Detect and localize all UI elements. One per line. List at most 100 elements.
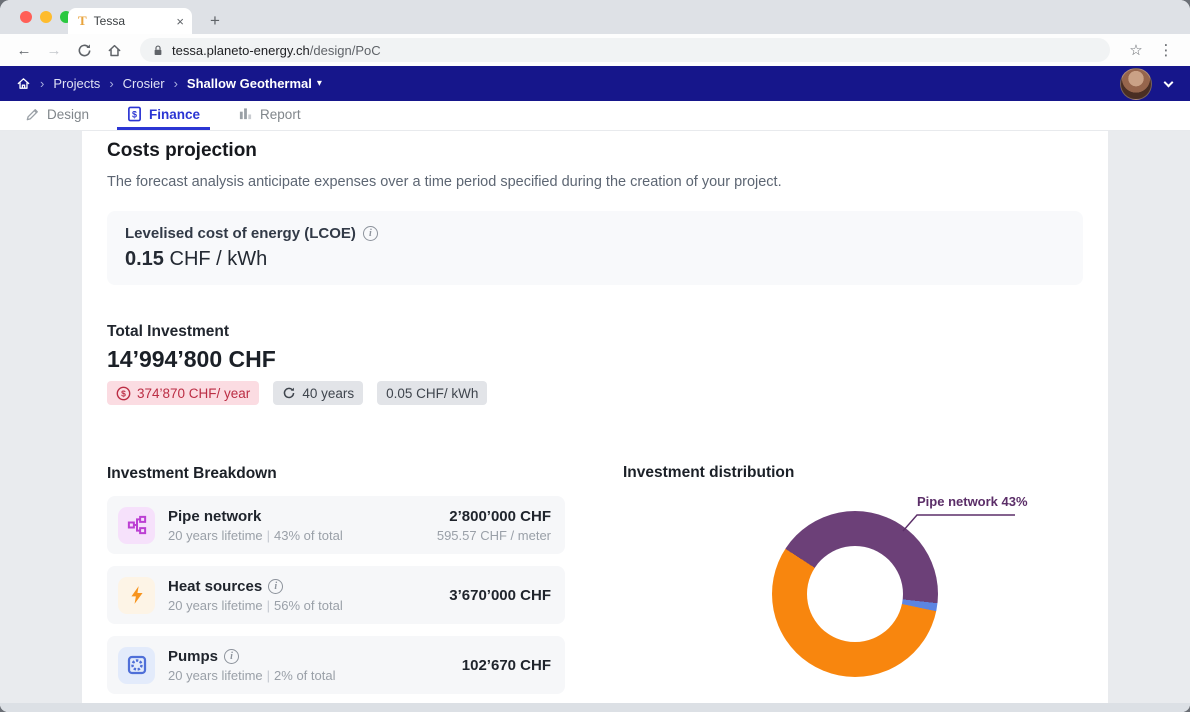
item-name: Pipe network (168, 507, 262, 525)
info-icon[interactable]: i (224, 648, 240, 664)
distribution-title: Investment distribution (623, 464, 795, 481)
info-icon[interactable]: i (362, 226, 378, 241)
network-icon (118, 506, 155, 544)
breadcrumb-current-project[interactable]: Shallow Geothermal ▾ (187, 76, 322, 91)
browser-tabstrip: T Tessa × + (0, 0, 1190, 34)
donut-chart (772, 511, 938, 677)
item-separator: | (266, 597, 271, 613)
browser-toolbar: ← → tessa.planeto-energy.ch/design/PoC ☆… (0, 34, 1190, 66)
item-secondary-amount: 595.57 CHF / meter (436, 527, 551, 543)
annotation-leader-line (902, 514, 1015, 532)
address-bar[interactable]: tessa.planeto-energy.ch/design/PoC (140, 38, 1110, 62)
total-investment-amount: 14’994’800 CHF (107, 346, 276, 372)
item-share: 2% of total (274, 667, 336, 683)
svg-text:$: $ (121, 388, 126, 398)
account-chevron-down-icon[interactable] (1163, 77, 1174, 87)
avatar[interactable] (1120, 67, 1152, 100)
page-subtitle: The forecast analysis anticipate expense… (107, 174, 782, 190)
tab-design[interactable]: Design (15, 101, 99, 130)
url-text: tessa.planeto-energy.ch/design/PoC (172, 43, 381, 58)
item-amount: 102’670 CHF (461, 656, 551, 674)
svg-text:$: $ (132, 109, 137, 119)
finance-doc-icon: $ (128, 106, 141, 122)
item-name: Pumps (168, 647, 219, 665)
browser-tab[interactable]: T Tessa × (68, 8, 192, 34)
new-tab-button[interactable]: + (210, 11, 220, 30)
item-amount: 3’670’000 CHF (449, 586, 551, 604)
pump-icon (118, 646, 155, 684)
lcoe-number: 0.15 (125, 248, 164, 270)
url-host: tessa.planeto-energy.ch (172, 42, 310, 58)
item-name: Heat sources (168, 577, 263, 595)
content-panel: Costs projection The forecast analysis a… (82, 131, 1108, 703)
total-investment-label: Total Investment (107, 323, 230, 340)
donut-hole (807, 546, 903, 642)
tab-finance[interactable]: $ Finance (117, 101, 211, 130)
page-title: Costs projection (107, 140, 257, 161)
item-lifetime: 20 years lifetime (168, 667, 263, 683)
period-text: 40 years (302, 385, 355, 401)
breakdown-title: Investment Breakdown (107, 465, 277, 482)
favicon: T (78, 13, 87, 28)
lcoe-label-row: Levelised cost of energy (LCOE) i (125, 225, 1065, 242)
browser-menu-button[interactable]: ⋮ (1158, 42, 1174, 59)
project-name: Shallow Geothermal (186, 76, 312, 91)
bar-chart-icon (239, 108, 252, 120)
app-header: › Projects › Crosier › Shallow Geotherma… (0, 66, 1190, 101)
window-bottom-edge (0, 703, 1190, 712)
lcoe-unit: CHF / kWh (169, 248, 268, 270)
breadcrumb-projects[interactable]: Projects (53, 76, 101, 91)
home-button[interactable] (102, 38, 126, 62)
reload-button[interactable] (72, 38, 96, 62)
tab-report-label: Report (260, 106, 301, 122)
tab-design-label: Design (47, 106, 90, 122)
tab-close-icon[interactable]: × (176, 13, 184, 29)
lcoe-card: Levelised cost of energy (LCOE) i 0.15 C… (107, 211, 1083, 285)
pencil-icon (26, 108, 38, 120)
reload-icon (78, 43, 90, 56)
tab-report[interactable]: Report (228, 101, 311, 130)
investment-badges: $ 374’870 CHF/ year 40 years 0.05 CHF/ k… (107, 381, 488, 405)
item-share: 56% of total (274, 597, 343, 613)
unit-cost-badge: 0.05 CHF/ kWh (377, 381, 488, 405)
lcoe-value: 0.15 CHF / kWh (125, 248, 1065, 271)
donut-annotation: Pipe network 43% (917, 494, 1028, 509)
lightning-bolt-icon (118, 576, 155, 614)
unit-cost-text: 0.05 CHF/ kWh (386, 385, 479, 401)
close-window-button[interactable] (20, 11, 32, 23)
lock-icon (154, 44, 162, 55)
dollar-circle-icon: $ (116, 386, 131, 400)
breadcrumb-crosier[interactable]: Crosier (122, 76, 165, 91)
breadcrumb-separator: › (109, 76, 114, 91)
item-separator: | (266, 667, 271, 683)
tab-finance-label: Finance (149, 106, 201, 122)
minimize-window-button[interactable] (40, 11, 52, 23)
breakdown-item-pipe-network[interactable]: Pipe network 20 years lifetime | 43% of to… (107, 496, 565, 554)
item-lifetime: 20 years lifetime (168, 597, 263, 613)
breakdown-item-heat-sources[interactable]: Heat sources i 20 years lifetime | 56% of t… (107, 566, 565, 624)
app-tabbar: Design $ Finance Report (0, 101, 1190, 131)
info-icon[interactable]: i (268, 578, 284, 594)
yearly-cost-text: 374’870 CHF/ year (137, 385, 251, 401)
breadcrumb-separator: › (40, 76, 45, 91)
yearly-cost-badge: $ 374’870 CHF/ year (107, 381, 260, 405)
breakdown-item-pumps[interactable]: Pumps i 20 years lifetime | 2% of total 102… (107, 636, 565, 694)
item-lifetime: 20 years lifetime (168, 527, 263, 543)
item-share: 43% of total (274, 527, 343, 543)
period-badge: 40 years (273, 381, 364, 405)
item-separator: | (266, 527, 271, 543)
url-path: /design/PoC (309, 42, 381, 58)
lcoe-label: Levelised cost of energy (LCOE) (125, 225, 356, 242)
breadcrumb-separator: › (173, 76, 178, 91)
content-background: Costs projection The forecast analysis a… (0, 131, 1190, 703)
item-amount: 2’800’000 CHF (449, 507, 551, 525)
home-breadcrumb-icon[interactable] (16, 76, 31, 91)
forward-button[interactable]: → (46, 41, 62, 59)
bookmark-button[interactable]: ☆ (1129, 42, 1143, 59)
browser-tab-title: Tessa (93, 14, 126, 28)
rotate-icon (284, 387, 295, 399)
chevron-down-icon: ▾ (316, 78, 322, 89)
window-controls (20, 11, 72, 23)
back-button[interactable]: ← (16, 41, 32, 59)
